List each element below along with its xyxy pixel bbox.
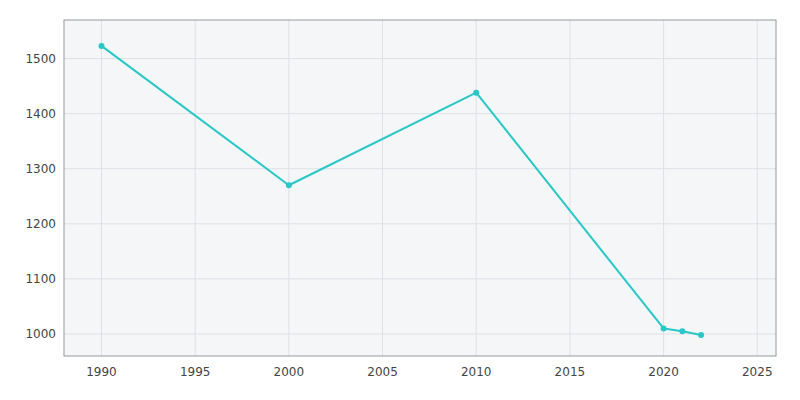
point — [679, 328, 685, 334]
grid-line — [757, 20, 758, 356]
grid-line — [195, 20, 196, 356]
grid-line — [382, 20, 383, 356]
grid-line — [476, 20, 477, 356]
x-tick-label: 2025 — [742, 365, 773, 379]
grid-line — [64, 113, 776, 114]
grid-line — [663, 20, 664, 356]
line — [101, 46, 701, 335]
point — [286, 182, 292, 188]
x-tick-label: 2000 — [274, 365, 305, 379]
x-tick-label: 2020 — [648, 365, 679, 379]
x-tick-label: 2005 — [367, 365, 398, 379]
y-tick-label: 1500 — [25, 52, 56, 66]
tick-labels: 1990 1995 2000 2005 2010 2015 2020 2025 1000 1100… — [25, 52, 772, 379]
point — [98, 43, 104, 49]
series — [98, 43, 704, 338]
grid-line — [64, 58, 776, 59]
grid-line — [64, 278, 776, 279]
x-tick-label: 1995 — [180, 365, 211, 379]
y-tick-label: 1200 — [25, 217, 56, 231]
y-tick-label: 1400 — [25, 107, 56, 121]
plot-frame — [64, 20, 776, 356]
point — [661, 325, 667, 331]
grid-line — [569, 20, 570, 356]
y-tick-label: 1300 — [25, 162, 56, 176]
y-tick-label: 1000 — [25, 327, 56, 341]
chart: 1990 1995 2000 2005 2010 2015 2020 2025 1000 1100… — [0, 0, 800, 400]
grid-line — [64, 168, 776, 169]
grid-line — [64, 333, 776, 334]
grid-line — [101, 20, 102, 356]
grid — [64, 20, 776, 356]
x-tick-label: 1990 — [86, 365, 117, 379]
point — [473, 90, 479, 96]
y-tick-label: 1100 — [25, 272, 56, 286]
point — [698, 332, 704, 338]
x-tick-label: 2010 — [461, 365, 492, 379]
plot-area — [64, 20, 776, 356]
grid-line — [64, 223, 776, 224]
x-tick-label: 2015 — [555, 365, 586, 379]
